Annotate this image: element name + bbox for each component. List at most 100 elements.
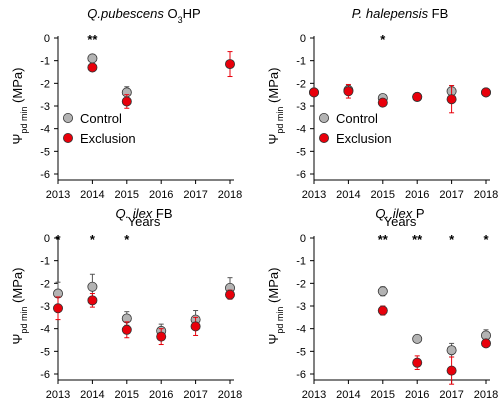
significance-marker: * bbox=[90, 232, 96, 247]
legend-label: Control bbox=[80, 111, 122, 126]
series-exclusion bbox=[308, 83, 491, 114]
y-axis-title-unit: (MPa) bbox=[266, 268, 281, 307]
y-tick-label: -1 bbox=[40, 256, 50, 268]
x-tick-label: 2013 bbox=[46, 189, 70, 201]
panel-title-part: P bbox=[412, 206, 424, 221]
x-tick-label: 2018 bbox=[474, 189, 498, 201]
significance-marker: * bbox=[55, 232, 61, 247]
y-axis-title-unit: (MPa) bbox=[10, 268, 25, 307]
y-tick-label: -1 bbox=[40, 56, 50, 68]
data-point-exclusion bbox=[308, 87, 319, 98]
y-axis-title-unit: (MPa) bbox=[266, 68, 281, 107]
data-point-exclusion bbox=[480, 87, 491, 98]
significance-marker: ** bbox=[412, 232, 423, 247]
legend: Control Exclusion bbox=[63, 111, 136, 146]
data-point-control bbox=[412, 333, 423, 344]
panel-title-part: Q. ilex bbox=[115, 206, 152, 221]
panel-title: Q.pubescens O3HP bbox=[87, 6, 200, 25]
y-tick-label: -1 bbox=[296, 56, 306, 68]
data-point-exclusion bbox=[121, 96, 132, 107]
data-point-exclusion bbox=[53, 303, 64, 314]
y-axis-title-unit: (MPa) bbox=[10, 68, 25, 107]
panel-title-part: P. halepensis bbox=[352, 6, 429, 21]
data-point-exclusion bbox=[87, 295, 98, 306]
y-axis-title: Ψpd min (MPa) bbox=[10, 68, 29, 145]
x-tick-label: 2014 bbox=[80, 389, 104, 401]
x-tick-label: 2016 bbox=[405, 189, 429, 201]
x-tick-label: 2015 bbox=[371, 189, 395, 201]
x-tick-label: 2017 bbox=[183, 189, 207, 201]
y-tick-label: -6 bbox=[40, 169, 50, 181]
y-axis-title-base: Ψ bbox=[10, 134, 25, 145]
x-tick-label: 2018 bbox=[218, 189, 242, 201]
y-tick-label: -5 bbox=[296, 146, 306, 158]
x-tick-label: 2013 bbox=[302, 389, 326, 401]
panel-title-part: 3 bbox=[178, 15, 183, 25]
y-tick-label: 0 bbox=[44, 233, 50, 245]
y-tick-label: -4 bbox=[296, 124, 306, 136]
y-tick-label: -5 bbox=[40, 346, 50, 358]
panel-title-part: Q.pubescens bbox=[87, 6, 164, 21]
x-axis-title: Years bbox=[384, 214, 417, 229]
data-point-exclusion bbox=[224, 289, 235, 300]
data-point-exclusion bbox=[412, 357, 423, 368]
y-axis-title: Ψpd min (MPa) bbox=[266, 68, 285, 145]
series-control bbox=[377, 286, 491, 358]
x-tick-label: 2018 bbox=[218, 389, 242, 401]
y-tick-label: -1 bbox=[296, 256, 306, 268]
series-control bbox=[87, 53, 132, 99]
panel-title: Q. ilex P bbox=[375, 206, 424, 221]
panel-3: Q. ilex FB 0 -1 -2 -3 -4 -5 -6 2013 2014 2015 2016 2… bbox=[10, 206, 242, 401]
data-point-exclusion bbox=[480, 338, 491, 349]
x-tick-label: 2016 bbox=[149, 389, 173, 401]
data-point-exclusion bbox=[377, 97, 388, 108]
y-axis-title-sub: pd min bbox=[275, 307, 285, 334]
panel-title-part: Q. ilex bbox=[375, 206, 412, 221]
x-tick-label: 2013 bbox=[302, 189, 326, 201]
series-exclusion bbox=[87, 51, 235, 109]
y-tick-label: 0 bbox=[300, 233, 306, 245]
x-tick-label: 2015 bbox=[371, 389, 395, 401]
y-axis-title-sub: pd min bbox=[19, 107, 29, 134]
series-control bbox=[53, 273, 235, 339]
y-tick-label: -2 bbox=[40, 78, 50, 90]
data-point-control bbox=[377, 286, 388, 297]
x-tick-label: 2017 bbox=[439, 189, 463, 201]
significance-marker: * bbox=[380, 32, 386, 47]
y-tick-label: -2 bbox=[296, 278, 306, 290]
panel-title-part: HP bbox=[183, 6, 201, 21]
y-tick-label: -4 bbox=[40, 124, 50, 136]
x-tick-label: 2014 bbox=[336, 189, 360, 201]
data-point-control bbox=[446, 345, 457, 356]
panel-2: P. halepensis FB 0 -1 -2 -3 -4 -5 -6 2013 2014 201… bbox=[266, 6, 498, 229]
panel-title-part: FB bbox=[428, 6, 448, 21]
series-control bbox=[308, 85, 491, 104]
x-tick-label: 2017 bbox=[183, 389, 207, 401]
y-tick-label: -4 bbox=[296, 324, 306, 336]
y-tick-label: -5 bbox=[40, 146, 50, 158]
significance-marker: * bbox=[124, 232, 130, 247]
y-tick-label: -3 bbox=[296, 101, 306, 113]
panel-title: P. halepensis FB bbox=[352, 6, 449, 21]
data-point-exclusion bbox=[224, 59, 235, 70]
y-axis-title: Ψpd min (MPa) bbox=[266, 268, 285, 345]
legend-marker-control bbox=[318, 113, 329, 124]
y-axis-title-base: Ψ bbox=[266, 334, 281, 345]
series-exclusion bbox=[53, 289, 235, 346]
panel-title-part: FB bbox=[152, 206, 172, 221]
legend-label: Control bbox=[336, 111, 378, 126]
legend-marker-exclusion bbox=[63, 132, 74, 143]
x-tick-label: 2016 bbox=[149, 189, 173, 201]
data-point-exclusion bbox=[446, 365, 457, 376]
x-tick-label: 2015 bbox=[115, 389, 139, 401]
x-tick-label: 2017 bbox=[439, 389, 463, 401]
data-point-exclusion bbox=[412, 91, 423, 102]
y-tick-label: -4 bbox=[40, 324, 50, 336]
data-point-exclusion bbox=[121, 324, 132, 335]
legend-label: Exclusion bbox=[80, 131, 136, 146]
y-axis-title-sub: pd min bbox=[19, 307, 29, 334]
y-tick-label: 0 bbox=[300, 33, 306, 45]
legend: Control Exclusion bbox=[318, 111, 392, 146]
y-axis-title-base: Ψ bbox=[266, 134, 281, 145]
